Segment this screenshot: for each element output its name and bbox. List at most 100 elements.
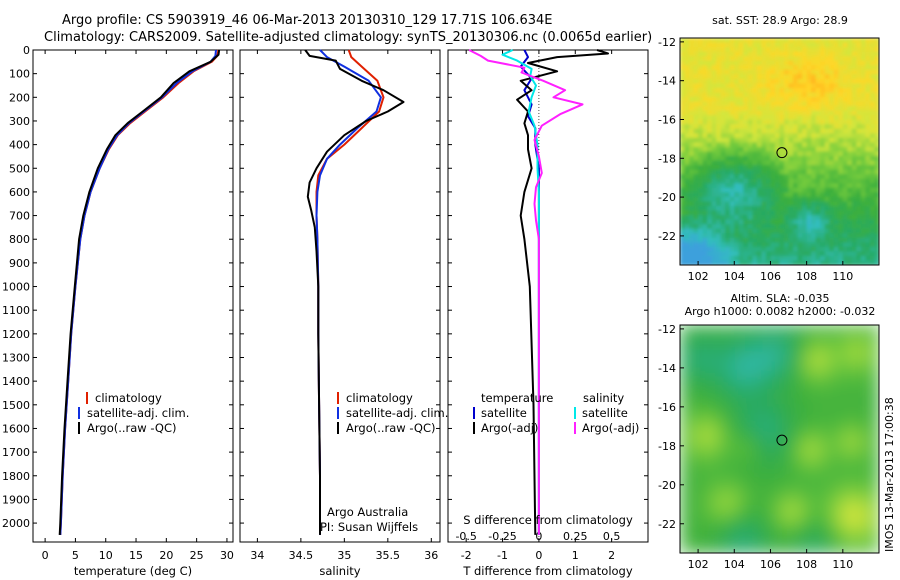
sla-cell [779, 361, 790, 372]
sst-cell [702, 183, 708, 189]
sst-cell [761, 83, 767, 89]
sst-cell [838, 196, 844, 203]
sst-cell [693, 210, 699, 216]
sst-cell [680, 228, 686, 234]
sst-cell [711, 87, 717, 94]
sst-cell [820, 87, 826, 94]
sst-cell [856, 65, 862, 71]
sst-cell [689, 160, 695, 166]
sst-cell [829, 196, 835, 203]
sst-cell [698, 260, 704, 265]
sla-cell [707, 516, 717, 527]
sst-cell [838, 255, 844, 262]
sst-cell [847, 110, 853, 116]
sst-cell [833, 178, 839, 184]
sst-cell [720, 101, 726, 107]
sst-cell [779, 83, 785, 89]
sla-cell [833, 516, 844, 527]
sst-cell [874, 119, 879, 125]
sla-cell [815, 516, 826, 527]
sst-cell [824, 137, 830, 144]
sst-cell [693, 92, 699, 98]
sla-cell [698, 489, 708, 499]
sst-cell [811, 215, 817, 221]
sla-cell [707, 443, 717, 454]
sst-cell [734, 133, 740, 139]
sst-cell [806, 42, 812, 48]
sst-cell [847, 192, 853, 198]
sla-cell [824, 534, 835, 545]
x-tick-label: 35 [337, 549, 351, 562]
sst-cell [765, 165, 772, 171]
sst-cell [874, 174, 879, 180]
sst-cell [842, 133, 848, 139]
sst-cell [743, 219, 749, 225]
sla-cell [842, 470, 853, 481]
sst-cell [869, 210, 876, 216]
sst-cell [788, 183, 794, 189]
sst-cell [815, 97, 821, 103]
sla-cell [752, 379, 763, 390]
sst-cell [869, 56, 876, 62]
sla-cell [743, 470, 753, 481]
sst-cell [725, 97, 731, 103]
sla-cell [680, 425, 690, 436]
sla-cell [842, 379, 853, 390]
sst-cell [784, 215, 790, 221]
sla-cell [824, 361, 835, 372]
sla-cell [770, 507, 781, 518]
sst-cell [734, 251, 740, 257]
sla-cell [860, 370, 871, 381]
sst-cell [747, 174, 753, 180]
sst-cell [779, 219, 785, 225]
sst-cell [734, 142, 740, 148]
sst-cell [729, 87, 735, 94]
sst-cell [806, 151, 812, 157]
sst-cell [756, 246, 763, 252]
sla-cell [824, 516, 835, 527]
sla-cell [770, 470, 781, 481]
y-tick-label: 100 [9, 68, 30, 81]
series-satellite-adj-clim- [315, 49, 382, 535]
sla-cell [806, 507, 817, 518]
sla-cell [680, 534, 690, 545]
sst-cell [793, 260, 799, 265]
sst-cell [797, 56, 803, 62]
sst-cell [698, 47, 704, 53]
sst-cell [874, 246, 879, 252]
sst-cell [734, 78, 740, 84]
sst-cell [680, 205, 686, 212]
sst-cell [738, 38, 744, 44]
sla-cell [815, 443, 826, 454]
sla-cell [851, 361, 862, 372]
sst-cell [698, 251, 704, 257]
sst-cell [693, 251, 699, 257]
sst-cell [811, 183, 817, 189]
sst-cell [765, 115, 772, 121]
sst-cell [860, 51, 867, 57]
sst-cell [793, 228, 799, 234]
sst-cell [720, 165, 726, 171]
sla-cell [680, 407, 690, 417]
sst-cell [716, 242, 722, 248]
sst-cell [779, 51, 785, 57]
sst-cell [793, 74, 799, 80]
sst-cell [720, 115, 726, 121]
sst-cell [802, 124, 808, 130]
sst-cell [720, 142, 726, 148]
sst-cell [851, 192, 857, 198]
sst-cell [711, 224, 717, 230]
sst-cell [693, 215, 699, 221]
sst-cell [765, 128, 772, 134]
sst-cell [693, 142, 699, 148]
sst-cell [761, 183, 767, 189]
sst-cell [847, 251, 853, 257]
sst-cell [874, 51, 879, 57]
sst-cell [729, 178, 735, 184]
sla-cell [806, 498, 817, 508]
sst-cell [784, 246, 790, 252]
sst-cell [842, 205, 848, 212]
sst-cell [725, 42, 731, 48]
sst-cell [693, 65, 699, 71]
sst-cell [806, 74, 812, 80]
